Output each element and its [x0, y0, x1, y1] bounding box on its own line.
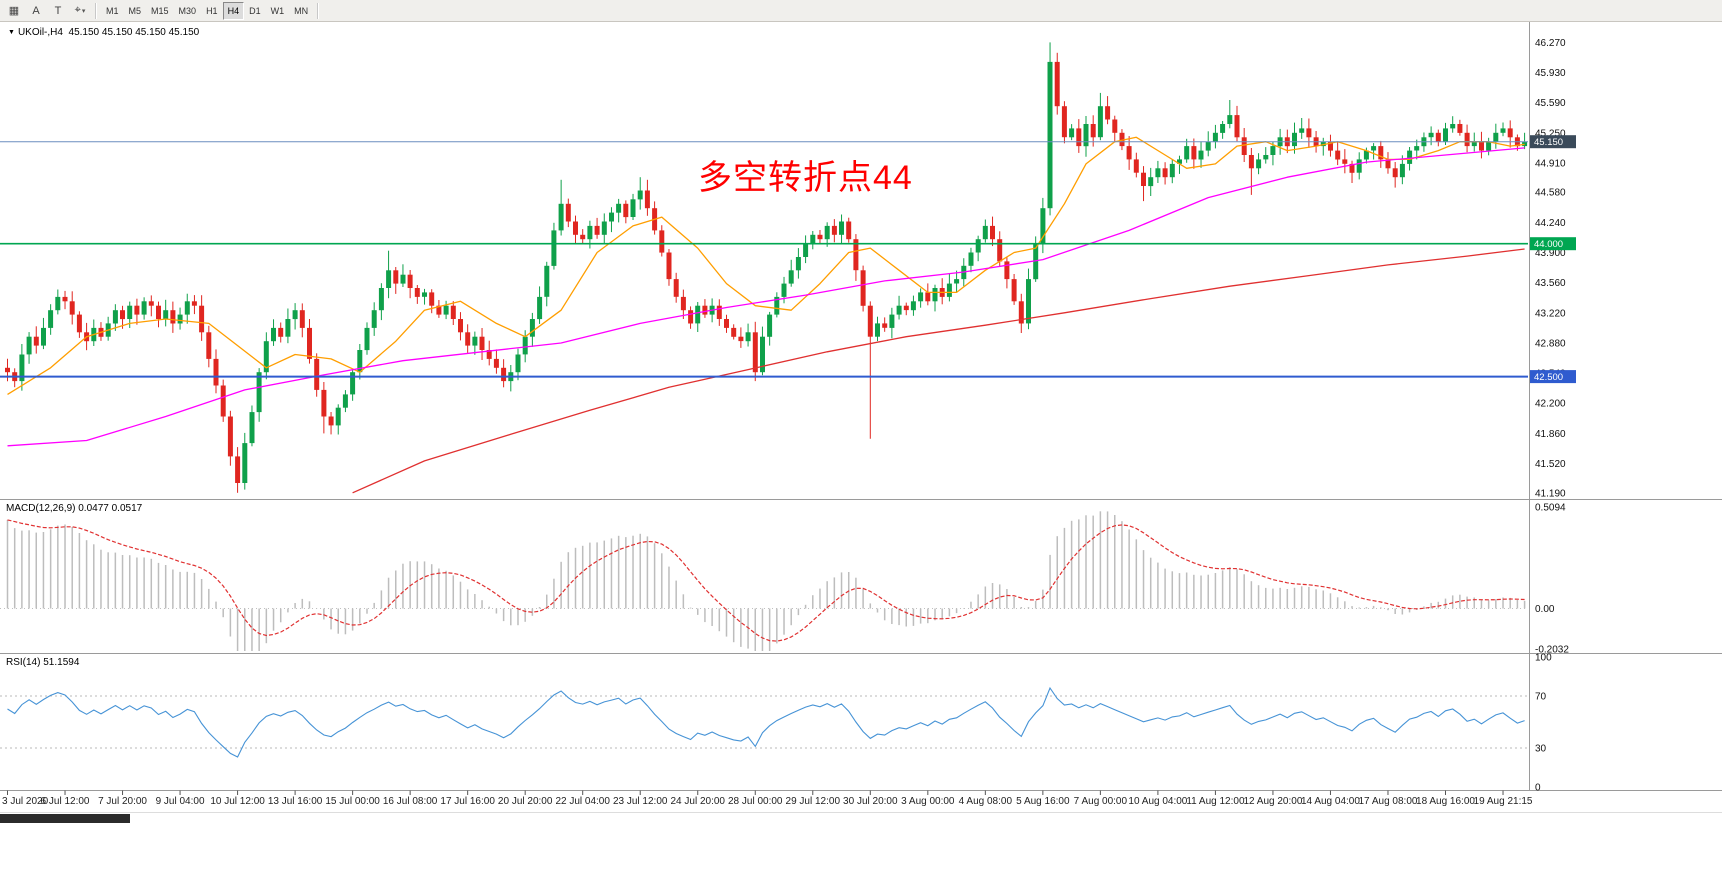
text-label-icon[interactable]: A: [32, 4, 40, 17]
toolbar: ▦ A T ⌖ ▾ M1 M5 M15 M30 H1 H4 D1 W1 MN: [0, 0, 1722, 22]
svg-text:11 Aug 12:00: 11 Aug 12:00: [1186, 796, 1245, 807]
rsi-line: [7, 686, 1525, 758]
chart-canvas[interactable]: 46.270 45.930 45.590 45.250 44.910 44.580 44.2…: [0, 22, 1722, 812]
svg-text:43.220: 43.220: [1535, 308, 1566, 319]
svg-text:0.5094: 0.5094: [1535, 503, 1566, 514]
svg-text:42.500: 42.500: [1534, 372, 1563, 383]
svg-text:20 Jul 20:00: 20 Jul 20:00: [498, 796, 553, 807]
macd-histogram: [6, 511, 1526, 651]
svg-text:45.590: 45.590: [1535, 98, 1566, 109]
svg-text:42.200: 42.200: [1535, 399, 1566, 410]
toolbar-separator: [95, 2, 97, 19]
svg-text:17 Aug 08:00: 17 Aug 08:00: [1359, 796, 1418, 807]
svg-text:45.150: 45.150: [1534, 137, 1563, 148]
macd-signal-line: [7, 519, 1525, 642]
svg-text:24 Jul 20:00: 24 Jul 20:00: [670, 796, 725, 807]
tf-button-M30[interactable]: M30: [178, 5, 197, 16]
candles-layer: [5, 42, 1528, 493]
svg-text:7 Jul 20:00: 7 Jul 20:00: [98, 796, 147, 807]
svg-text:6 Jul 12:00: 6 Jul 12:00: [41, 796, 90, 807]
svg-text:-0.2032: -0.2032: [1535, 645, 1569, 656]
level-42-5-tag: 42.500: [1530, 370, 1576, 384]
svg-text:46.270: 46.270: [1535, 38, 1566, 49]
svg-text:13 Jul 16:00: 13 Jul 16:00: [268, 796, 323, 807]
chart-dropdown-icon[interactable]: ▼: [8, 29, 15, 36]
svg-text:12 Aug 20:00: 12 Aug 20:00: [1243, 796, 1302, 807]
svg-text:41.520: 41.520: [1535, 459, 1566, 470]
toolbar-separator: [317, 2, 320, 19]
svg-text:45.250: 45.250: [1535, 128, 1566, 139]
svg-text:18 Aug 16:00: 18 Aug 16:00: [1416, 796, 1475, 807]
svg-text:10 Jul 12:00: 10 Jul 12:00: [210, 796, 265, 807]
svg-text:44.580: 44.580: [1535, 188, 1566, 199]
tf-button-M15[interactable]: M15: [151, 5, 169, 16]
svg-text:42.880: 42.880: [1535, 339, 1566, 350]
horizontal-scrollbar[interactable]: [0, 812, 1722, 823]
tf-button-MN[interactable]: MN: [294, 5, 309, 16]
toolbar-icon-group: ▦ A T ⌖ ▾: [3, 0, 91, 22]
level-44-tag: 44.000: [1530, 237, 1576, 251]
svg-text:3 Aug 00:00: 3 Aug 00:00: [901, 796, 955, 807]
ohlc-values: 45.150 45.150 45.150 45.150: [68, 27, 200, 38]
svg-text:17 Jul 16:00: 17 Jul 16:00: [440, 796, 495, 807]
svg-text:0.00: 0.00: [1535, 604, 1555, 615]
tf-button-M1[interactable]: M1: [106, 5, 119, 16]
macd-axis: 0.5094 0.00 -0.2032: [1535, 503, 1569, 656]
macd-indicator-label: MACD(12,26,9) 0.0477 0.0517: [6, 503, 143, 514]
scrollbar-thumb[interactable]: [0, 814, 130, 823]
svg-text:4 Aug 08:00: 4 Aug 08:00: [959, 796, 1013, 807]
svg-text:16 Jul 08:00: 16 Jul 08:00: [383, 796, 438, 807]
svg-text:41.860: 41.860: [1535, 429, 1566, 440]
ma-mid-line: [7, 147, 1525, 447]
svg-text:44.240: 44.240: [1535, 218, 1566, 229]
tf-button-H4[interactable]: H4: [222, 1, 245, 20]
rsi-axis: 100 70 30 0: [1535, 653, 1552, 794]
svg-text:100: 100: [1535, 653, 1552, 664]
ma-slow-line: [352, 248, 1525, 494]
svg-text:19 Aug 21:15: 19 Aug 21:15: [1474, 796, 1533, 807]
svg-text:15 Jul 00:00: 15 Jul 00:00: [325, 796, 380, 807]
tf-button-M5[interactable]: M5: [128, 5, 142, 16]
svg-text:23 Jul 12:00: 23 Jul 12:00: [613, 796, 668, 807]
svg-text:9 Jul 04:00: 9 Jul 04:00: [156, 796, 205, 807]
svg-text:5 Aug 16:00: 5 Aug 16:00: [1016, 796, 1070, 807]
symbol-period-label: UKOil-,H4: [17, 27, 63, 38]
timeframe-button-group: M1 M5 M15 M30 H1 H4 D1 W1 MN: [101, 0, 313, 22]
svg-text:43.900: 43.900: [1535, 248, 1566, 259]
svg-text:29 Jul 12:00: 29 Jul 12:00: [786, 796, 841, 807]
svg-text:10 Aug 04:00: 10 Aug 04:00: [1128, 796, 1187, 807]
tf-button-D1[interactable]: D1: [249, 5, 261, 16]
svg-text:3 Jul 2020: 3 Jul 2020: [2, 796, 49, 807]
svg-text:28 Jul 00:00: 28 Jul 00:00: [728, 796, 783, 807]
chart-annotation-text: 多空转折点44: [698, 159, 913, 197]
ma-fast-line: [7, 136, 1525, 395]
svg-text:41.190: 41.190: [1535, 488, 1566, 499]
draw-tools-icon[interactable]: ⌖ ▾: [74, 4, 86, 16]
svg-text:0: 0: [1535, 783, 1541, 794]
chart-window-icon[interactable]: ▦: [8, 5, 20, 17]
rsi-indicator-label: RSI(14) 51.1594: [6, 657, 80, 668]
tf-button-W1[interactable]: W1: [270, 5, 285, 16]
svg-text:30 Jul 20:00: 30 Jul 20:00: [843, 796, 898, 807]
svg-text:30: 30: [1535, 744, 1547, 755]
svg-text:43.560: 43.560: [1535, 278, 1566, 289]
svg-text:44.000: 44.000: [1534, 239, 1563, 250]
svg-text:70: 70: [1535, 692, 1547, 703]
price-axis[interactable]: 46.270 45.930 45.590 45.250 44.910 44.580 44.2…: [1535, 38, 1566, 499]
tf-button-H1[interactable]: H1: [206, 5, 218, 16]
svg-text:7 Aug 00:00: 7 Aug 00:00: [1074, 796, 1128, 807]
svg-text:14 Aug 04:00: 14 Aug 04:00: [1301, 796, 1360, 807]
svg-text:44.910: 44.910: [1535, 159, 1566, 170]
current-price-tag: 45.150: [1530, 135, 1576, 149]
symbol-ohlc-header[interactable]: ▼ UKOil-,H4 45.150 45.150 45.150 45.150: [8, 27, 199, 38]
svg-text:22 Jul 04:00: 22 Jul 04:00: [555, 796, 610, 807]
text-tool-icon[interactable]: T: [54, 4, 62, 17]
svg-text:45.930: 45.930: [1535, 68, 1566, 79]
